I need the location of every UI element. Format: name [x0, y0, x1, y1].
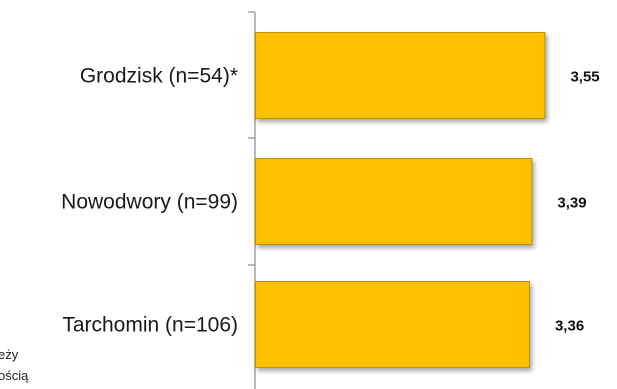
value-label-3: 3,36 — [555, 318, 584, 335]
value-label-2: 3,39 — [557, 195, 586, 212]
bar-2 — [255, 158, 533, 245]
footnote-line-2: ością — [0, 368, 29, 383]
category-label-3: Tarchomin (n=106) — [62, 314, 238, 337]
value-label-1: 3,55 — [570, 69, 599, 86]
category-label-2: Nowodwory (n=99) — [61, 191, 238, 214]
bar-1 — [255, 32, 546, 119]
bar-3 — [255, 281, 530, 368]
labels: Grodzisk (n=54)* 3,55 Nowodwory (n=99) 3,39… — [61, 65, 600, 337]
category-label-1: Grodzisk (n=54)* — [80, 65, 238, 88]
y-axis — [248, 11, 256, 389]
bars — [255, 32, 546, 368]
footnote-line-1: eży — [0, 347, 19, 362]
